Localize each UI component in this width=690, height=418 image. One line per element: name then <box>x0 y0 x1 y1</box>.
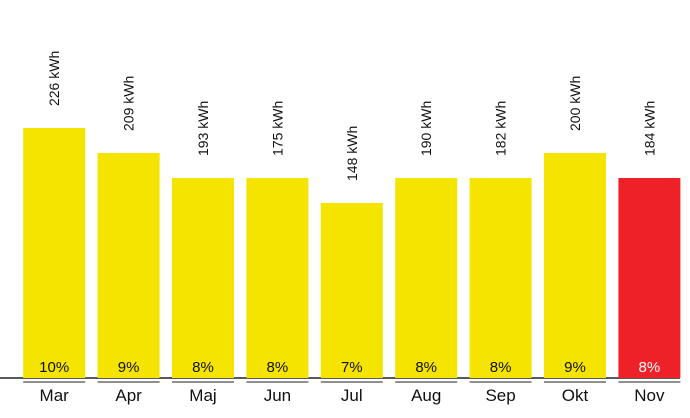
energy-label: 190 kWh <box>418 101 434 156</box>
percent-label: 8% <box>267 359 289 376</box>
percent-label: 8% <box>639 359 661 376</box>
x-tick-label: Maj <box>189 386 216 405</box>
energy-label: 182 kWh <box>493 101 509 156</box>
x-tick-label: Jun <box>264 386 291 405</box>
bar <box>395 178 458 378</box>
percent-label: 8% <box>192 359 214 376</box>
energy-label: 148 kWh <box>344 126 360 181</box>
bar <box>618 178 681 378</box>
x-tick-label: Okt <box>562 386 589 405</box>
bar <box>544 153 606 378</box>
energy-label: 226 kWh <box>46 51 62 106</box>
percent-label: 8% <box>415 359 437 376</box>
bar <box>97 153 160 378</box>
energy-label: 175 kWh <box>269 101 285 156</box>
percent-label: 10% <box>39 359 69 376</box>
x-tick-label: Mar <box>40 386 70 405</box>
x-tick-label: Aug <box>411 386 441 405</box>
percent-label: 9% <box>564 359 586 376</box>
energy-label: 209 kWh <box>121 76 137 131</box>
energy-label: 184 kWh <box>641 101 657 156</box>
energy-label: 200 kWh <box>567 76 583 131</box>
percent-label: 8% <box>490 359 512 376</box>
bar <box>246 178 309 378</box>
bar <box>23 128 86 378</box>
percent-label: 9% <box>118 359 140 376</box>
bar <box>469 178 532 378</box>
x-tick-label: Nov <box>634 386 665 405</box>
percent-label: 7% <box>341 359 363 376</box>
x-tick-label: Jul <box>341 386 363 405</box>
bar <box>172 178 234 378</box>
energy-label: 193 kWh <box>195 101 211 156</box>
bar <box>320 203 383 378</box>
x-tick-label: Apr <box>115 386 142 405</box>
x-tick-label: Sep <box>485 386 515 405</box>
